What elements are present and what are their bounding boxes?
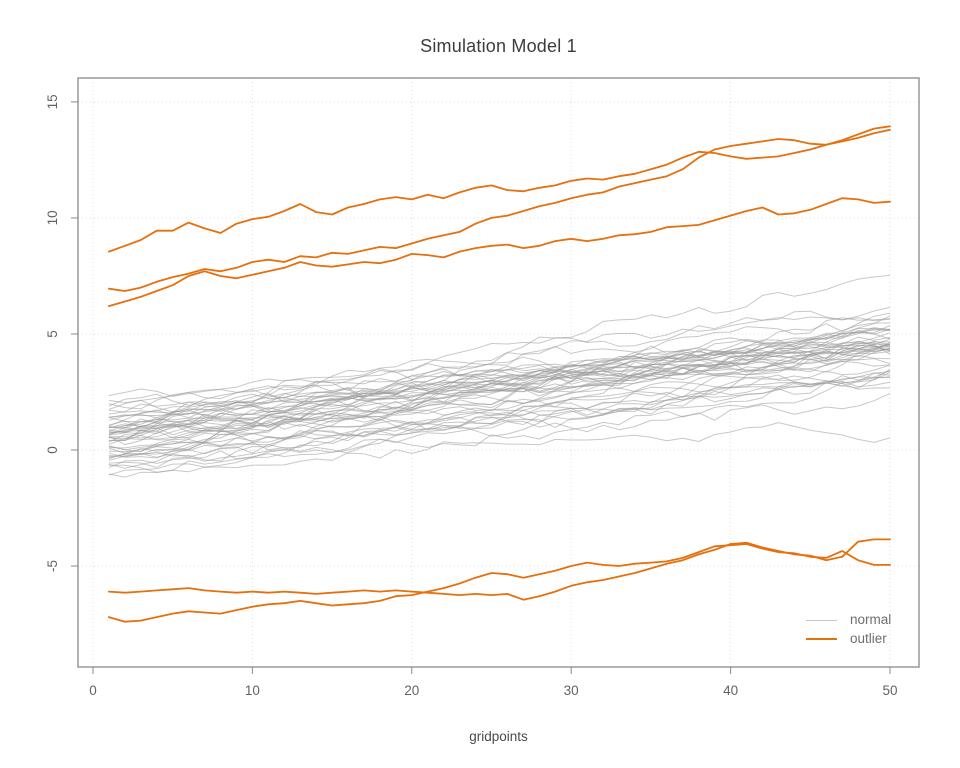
normal-line [108,306,891,404]
normal-line [108,329,891,451]
normal-line [108,422,891,469]
normal-line [108,360,891,410]
normal-line [108,375,891,469]
y-tick-label: -5 [45,560,60,572]
x-tick-label: 50 [882,683,897,698]
legend-label-normal: normal [850,612,892,627]
x-tick-label: 20 [404,683,419,698]
normal-line [108,328,891,440]
x-tick-label: 10 [245,683,260,698]
normal-line [108,331,891,420]
chart-title: Simulation Model 1 [420,36,577,56]
outlier-bottom-1 [108,538,891,601]
normal-line [108,341,891,428]
y-tick-label: 15 [45,94,60,109]
y-tick-label: 5 [45,330,60,338]
normal-line [108,372,891,458]
normal-line [108,358,891,459]
y-tick-label: 0 [45,446,60,454]
normal-line [108,371,891,458]
normal-line [108,340,891,462]
plot-frame [77,77,920,668]
outlier-line-swatch-icon [806,638,837,640]
chart-legend: normal outlier [806,613,891,646]
normal-line [108,310,891,410]
normal-line [108,327,891,414]
normal-line [108,381,891,468]
y-tick-label: 10 [45,210,60,225]
legend-item-normal: normal [806,613,891,627]
x-axis-title: gridpoints [469,729,528,744]
outlier-top-2 [108,128,891,292]
normal-line [108,315,891,435]
normal-line [108,342,891,441]
x-tick-label: 30 [564,683,579,698]
normal-line-swatch-icon [806,619,837,621]
outlier-bottom-2 [108,543,891,623]
normal-line [108,346,891,454]
legend-item-outlier: outlier [806,632,891,646]
outlier-top-1 [108,125,891,253]
normal-line [108,343,891,453]
normal-line [108,368,891,476]
legend-label-outlier: outlier [850,631,887,646]
x-tick-label: 40 [723,683,738,698]
outlier-top-3 [108,197,891,307]
normal-line [108,364,891,427]
x-tick-label: 0 [89,683,97,698]
normal-line [108,274,891,413]
normal-line [108,348,891,449]
normal-line [108,393,891,478]
normal-line [108,344,891,443]
